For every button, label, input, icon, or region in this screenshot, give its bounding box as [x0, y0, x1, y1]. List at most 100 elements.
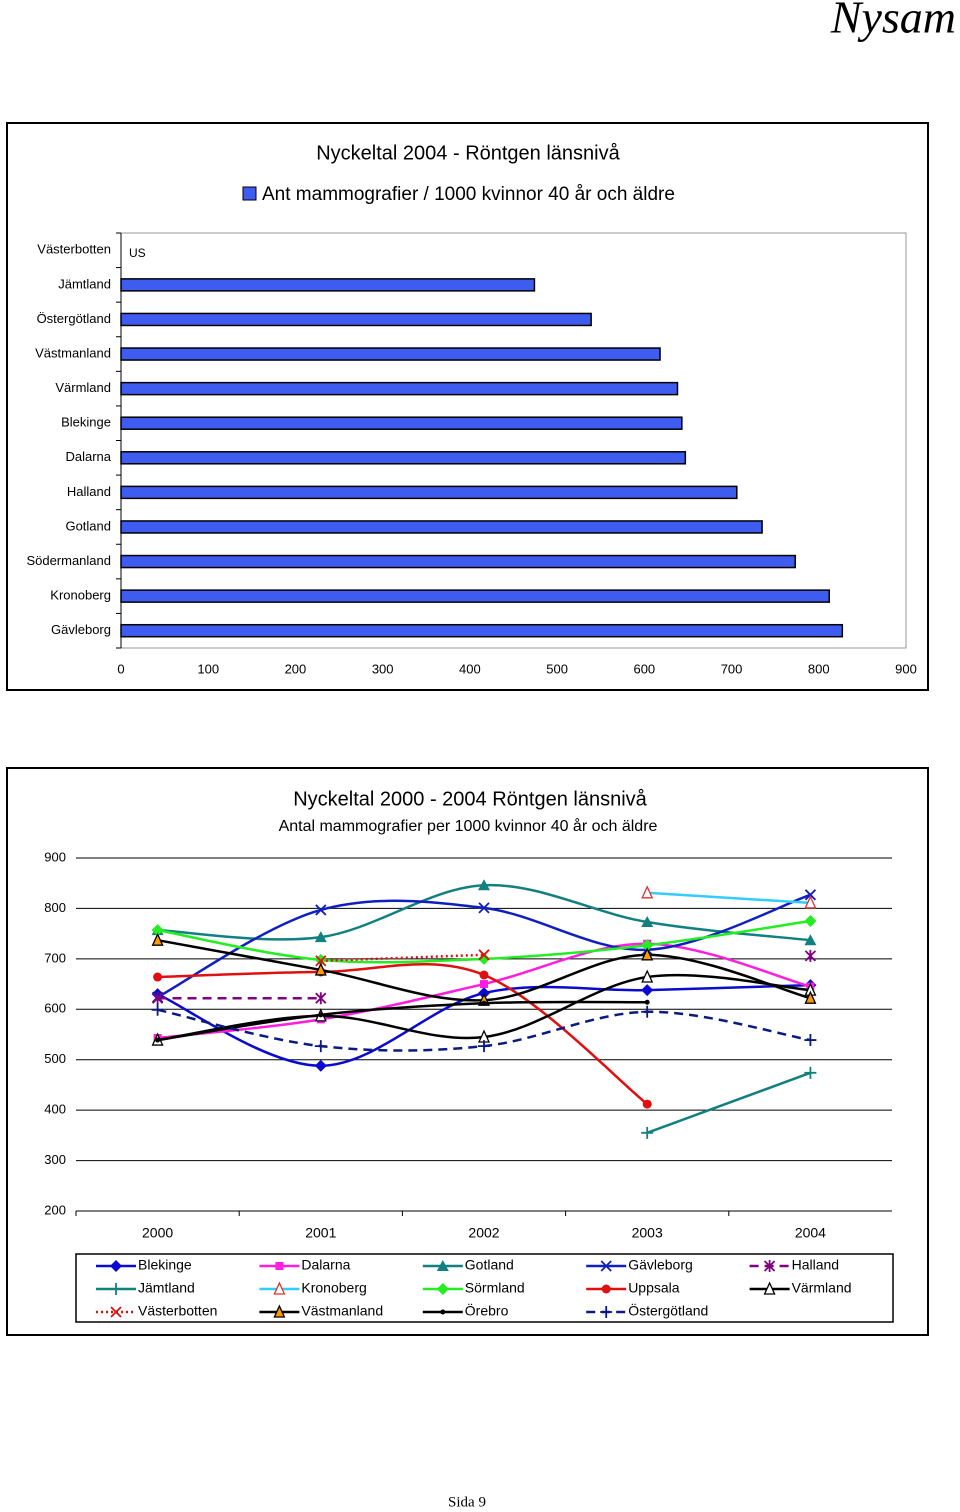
data-point: [641, 947, 654, 961]
data-point: [478, 902, 490, 914]
chart-title: Nyckeltal 2000 - 2004 Röntgen länsnivå: [293, 788, 647, 810]
legend-marker: [440, 1309, 446, 1315]
data-point: [478, 949, 490, 961]
y-tick-label: Värmland: [55, 380, 111, 395]
y-tick-label: Kronoberg: [50, 588, 111, 603]
x-tick-label: 100: [197, 661, 219, 676]
legend-marker: [273, 1304, 286, 1318]
x-tick-label: 2002: [468, 1225, 499, 1241]
legend-label: Kronoberg: [301, 1280, 366, 1296]
data-point: [642, 1099, 652, 1109]
bar: [120, 381, 679, 396]
legend-label: Gävleborg: [628, 1257, 693, 1273]
y-tick-label: Västmanland: [35, 345, 111, 360]
y-tick-label: Gävleborg: [51, 622, 111, 637]
data-point: [479, 970, 489, 980]
y-tick-label: Västerbotten: [37, 242, 111, 257]
data-point: [314, 962, 327, 976]
data-point: [315, 992, 327, 1005]
data-point: [314, 1059, 327, 1072]
data-point: [151, 924, 164, 937]
data-point: [480, 980, 488, 989]
header: Nysam: [830, 0, 956, 43]
legend-marker: [601, 1284, 611, 1294]
data-point: [641, 969, 654, 983]
series-line: [647, 891, 811, 905]
y-tick-label: Blekinge: [61, 415, 111, 430]
legend-label: Jämtland: [138, 1280, 195, 1296]
data-point: [315, 955, 327, 967]
y-tick-label: 500: [44, 1051, 66, 1066]
data-point: [641, 939, 654, 952]
data-point: [804, 990, 817, 1004]
legend-marker: [110, 1260, 122, 1272]
chart-title: Nyckeltal 2004 - Röntgen länsnivå: [316, 142, 620, 164]
bar: [120, 451, 687, 465]
x-tick-label: 2000: [142, 1225, 173, 1241]
series-line: [320, 953, 485, 963]
legend-marker: [275, 1262, 284, 1270]
x-tick-label: 200: [285, 661, 307, 676]
legend-label: Sörmland: [465, 1280, 525, 1296]
data-point: [478, 879, 490, 891]
legend-label: Västmanland: [301, 1303, 383, 1319]
data-point: [151, 992, 164, 1005]
legend-label: Örebro: [465, 1302, 509, 1319]
bar: [120, 312, 592, 327]
bar: [120, 520, 763, 534]
data-point: [641, 1005, 654, 1018]
legend-label: Västerbotten: [138, 1303, 217, 1319]
annotation: US: [129, 246, 146, 260]
chart-frame: [6, 122, 929, 691]
data-point: [151, 932, 164, 946]
legend-label: Halland: [792, 1257, 839, 1273]
bar: [120, 278, 536, 292]
legend-box: [75, 1253, 894, 1323]
x-tick-label: 300: [372, 661, 394, 676]
x-tick-label: 700: [721, 661, 743, 676]
bar: [120, 589, 830, 603]
data-point: [804, 934, 817, 946]
data-point: [804, 1034, 817, 1047]
x-tick-label: 600: [633, 661, 655, 676]
y-tick-label: 600: [44, 1001, 66, 1016]
y-tick-label: 200: [44, 1202, 66, 1217]
legend-marker: [600, 1260, 612, 1272]
y-tick-label: 300: [44, 1152, 66, 1167]
legend-marker: [110, 1283, 122, 1295]
bar: [120, 485, 738, 500]
data-point: [151, 1003, 164, 1016]
bar: [120, 623, 844, 638]
x-tick-label: 500: [546, 661, 568, 676]
x-tick-label: 400: [459, 661, 481, 676]
series-line: [157, 1000, 648, 1042]
x-tick-label: 800: [808, 661, 830, 676]
legend-label: Ant mammografier / 1000 kvinnor 40 år oc…: [262, 184, 675, 205]
data-point: [155, 1037, 161, 1043]
y-tick-label: Östergötland: [37, 311, 111, 326]
legend-label: Östergötland: [628, 1302, 708, 1319]
legend-marker: [436, 1260, 449, 1271]
data-point: [153, 972, 163, 982]
data-point: [804, 915, 817, 928]
x-tick-label: 0: [117, 661, 124, 676]
bar: [120, 554, 796, 569]
footer: Sida 9: [448, 1494, 486, 1510]
x-tick-label: 900: [895, 661, 917, 676]
y-tick-label: 900: [44, 849, 66, 864]
bar: [120, 347, 661, 361]
legend-swatch: [242, 186, 257, 201]
legend-marker: [110, 1306, 122, 1318]
data-point: [804, 895, 817, 909]
chart-subtitle: Antal mammografier per 1000 kvinnor 40 å…: [279, 817, 658, 835]
data-point: [641, 916, 654, 928]
data-point: [644, 999, 650, 1005]
y-tick-label: Södermanland: [26, 553, 111, 568]
data-point: [314, 1040, 327, 1053]
x-tick-label: 2003: [632, 1225, 663, 1241]
y-tick-label: 700: [44, 950, 66, 965]
series-line: [646, 1071, 811, 1135]
data-point: [314, 931, 327, 943]
data-point: [804, 889, 817, 901]
